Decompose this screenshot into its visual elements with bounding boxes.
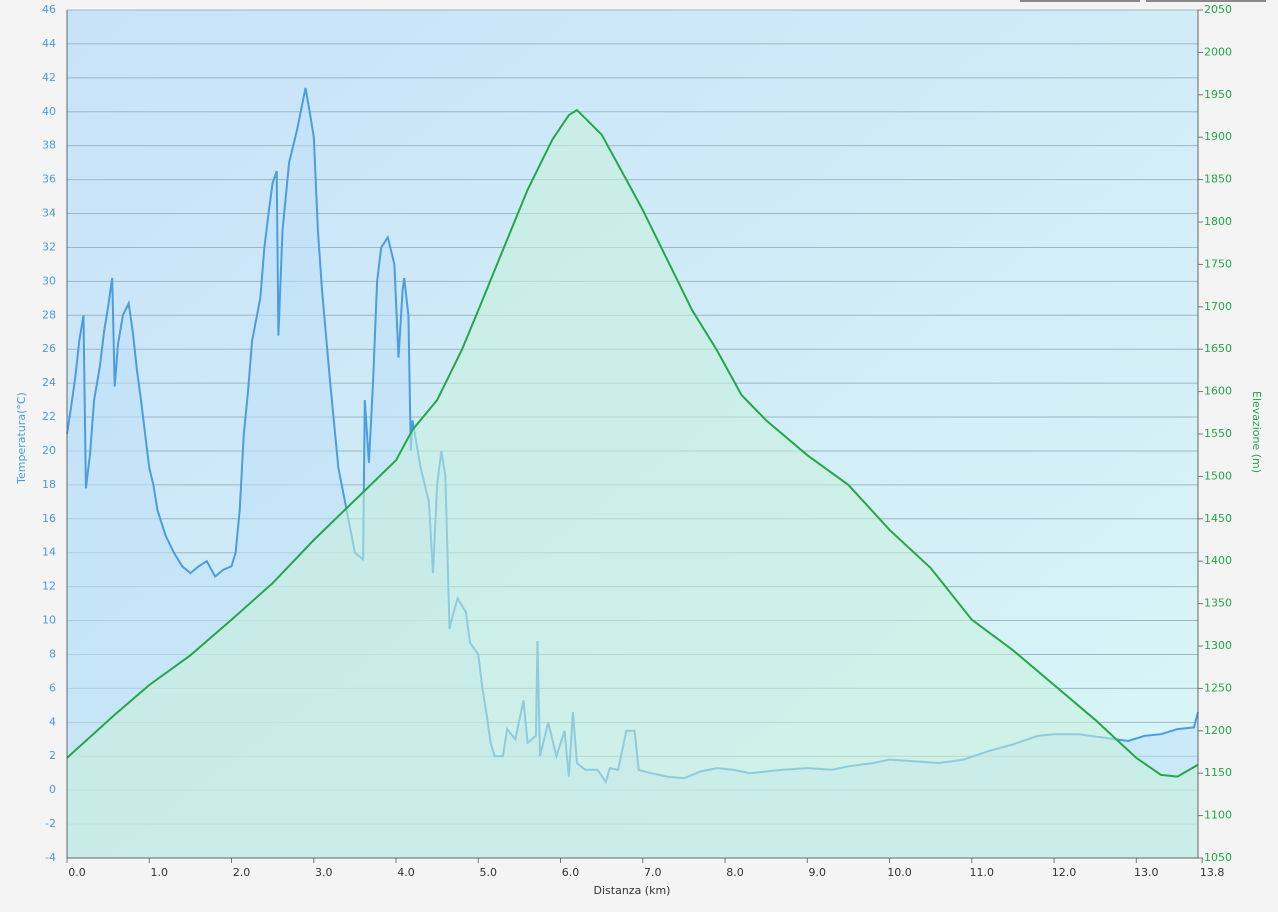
y-tick-label: 24	[42, 376, 56, 389]
y-tick-label: 4	[49, 715, 56, 728]
area-fill	[67, 110, 1198, 859]
y-tick-label: 6	[49, 681, 56, 694]
x-tick-label: 4.0	[397, 866, 415, 879]
y-tick-label: -2	[45, 817, 56, 830]
y2-tick-label: 1850	[1204, 173, 1232, 186]
y-axis-label: Temperatura(°C)	[15, 392, 28, 485]
y-tick-label: 18	[42, 478, 56, 491]
y-tick-label: 22	[42, 410, 56, 423]
y2-tick-label: 1050	[1204, 851, 1232, 864]
series-line	[66, 108, 1199, 778]
y-tick-label: 40	[42, 105, 56, 118]
y2-tick-label: 1950	[1204, 88, 1232, 101]
y-tick-label: 14	[42, 546, 56, 559]
y-tick-label: 0	[49, 783, 56, 796]
x-tick-label: 13.0	[1134, 866, 1159, 879]
y2-tick-label: 1900	[1204, 130, 1232, 143]
y-tick-label: 2	[49, 749, 56, 762]
y2-tick-label: 1550	[1204, 427, 1232, 440]
y2-axis-label: Elevazione (m)	[1250, 391, 1263, 473]
y2-tick-label: 1650	[1204, 342, 1232, 355]
y2-tick-label: 1500	[1204, 469, 1232, 482]
y-tick-label: 36	[42, 173, 56, 186]
y2-tick-label: 1600	[1204, 385, 1232, 398]
y2-tick-label: 1400	[1204, 554, 1232, 567]
x-tick-label: 5.0	[480, 866, 498, 879]
y-tick-label: 10	[42, 614, 56, 627]
x-tick-label: 11.0	[970, 866, 995, 879]
x-tick-label: 2.0	[233, 866, 251, 879]
y2-tick-label: 1700	[1204, 300, 1232, 313]
x-tick-label: 8.0	[726, 866, 744, 879]
x-tick-label: 12.0	[1052, 866, 1077, 879]
y-tick-label: -4	[45, 851, 56, 864]
x-tick-label: 13.8	[1200, 866, 1225, 879]
y-tick-label: 42	[42, 71, 56, 84]
y2-tick-label: 1250	[1204, 681, 1232, 694]
y2-tick-label: 1750	[1204, 257, 1232, 270]
x-tick-label: 10.0	[887, 866, 912, 879]
x-tick-label: 9.0	[809, 866, 827, 879]
y-tick-label: 30	[42, 274, 56, 287]
y2-tick-label: 2050	[1204, 3, 1232, 16]
y-tick-label: 44	[42, 37, 56, 50]
x-tick-label: 7.0	[644, 866, 662, 879]
y2-tick-label: 1350	[1204, 597, 1232, 610]
y2-tick-label: 1150	[1204, 766, 1232, 779]
y2-tick-label: 2000	[1204, 45, 1232, 58]
y-tick-label: 38	[42, 139, 56, 152]
y-tick-label: 46	[42, 3, 56, 16]
x-tick-label: 1.0	[151, 866, 169, 879]
y-tick-label: 16	[42, 512, 56, 525]
y-tick-label: 12	[42, 580, 56, 593]
y2-tick-label: 1450	[1204, 512, 1232, 525]
y-tick-label: 26	[42, 342, 56, 355]
y-tick-label: 32	[42, 240, 56, 253]
y-tick-label: 8	[49, 647, 56, 660]
x-tick-label: 3.0	[315, 866, 333, 879]
y-tick-label: 20	[42, 444, 56, 457]
x-tick-label: 0.0	[68, 866, 86, 879]
y2-tick-label: 1100	[1204, 809, 1232, 822]
y-tick-label: 34	[42, 207, 56, 220]
y-tick-label: 28	[42, 308, 56, 321]
y2-tick-label: 1800	[1204, 215, 1232, 228]
y2-tick-label: 1300	[1204, 639, 1232, 652]
x-axis-label: Distanza (km)	[594, 884, 671, 897]
x-tick-label: 6.0	[562, 866, 580, 879]
y2-tick-label: 1200	[1204, 724, 1232, 737]
